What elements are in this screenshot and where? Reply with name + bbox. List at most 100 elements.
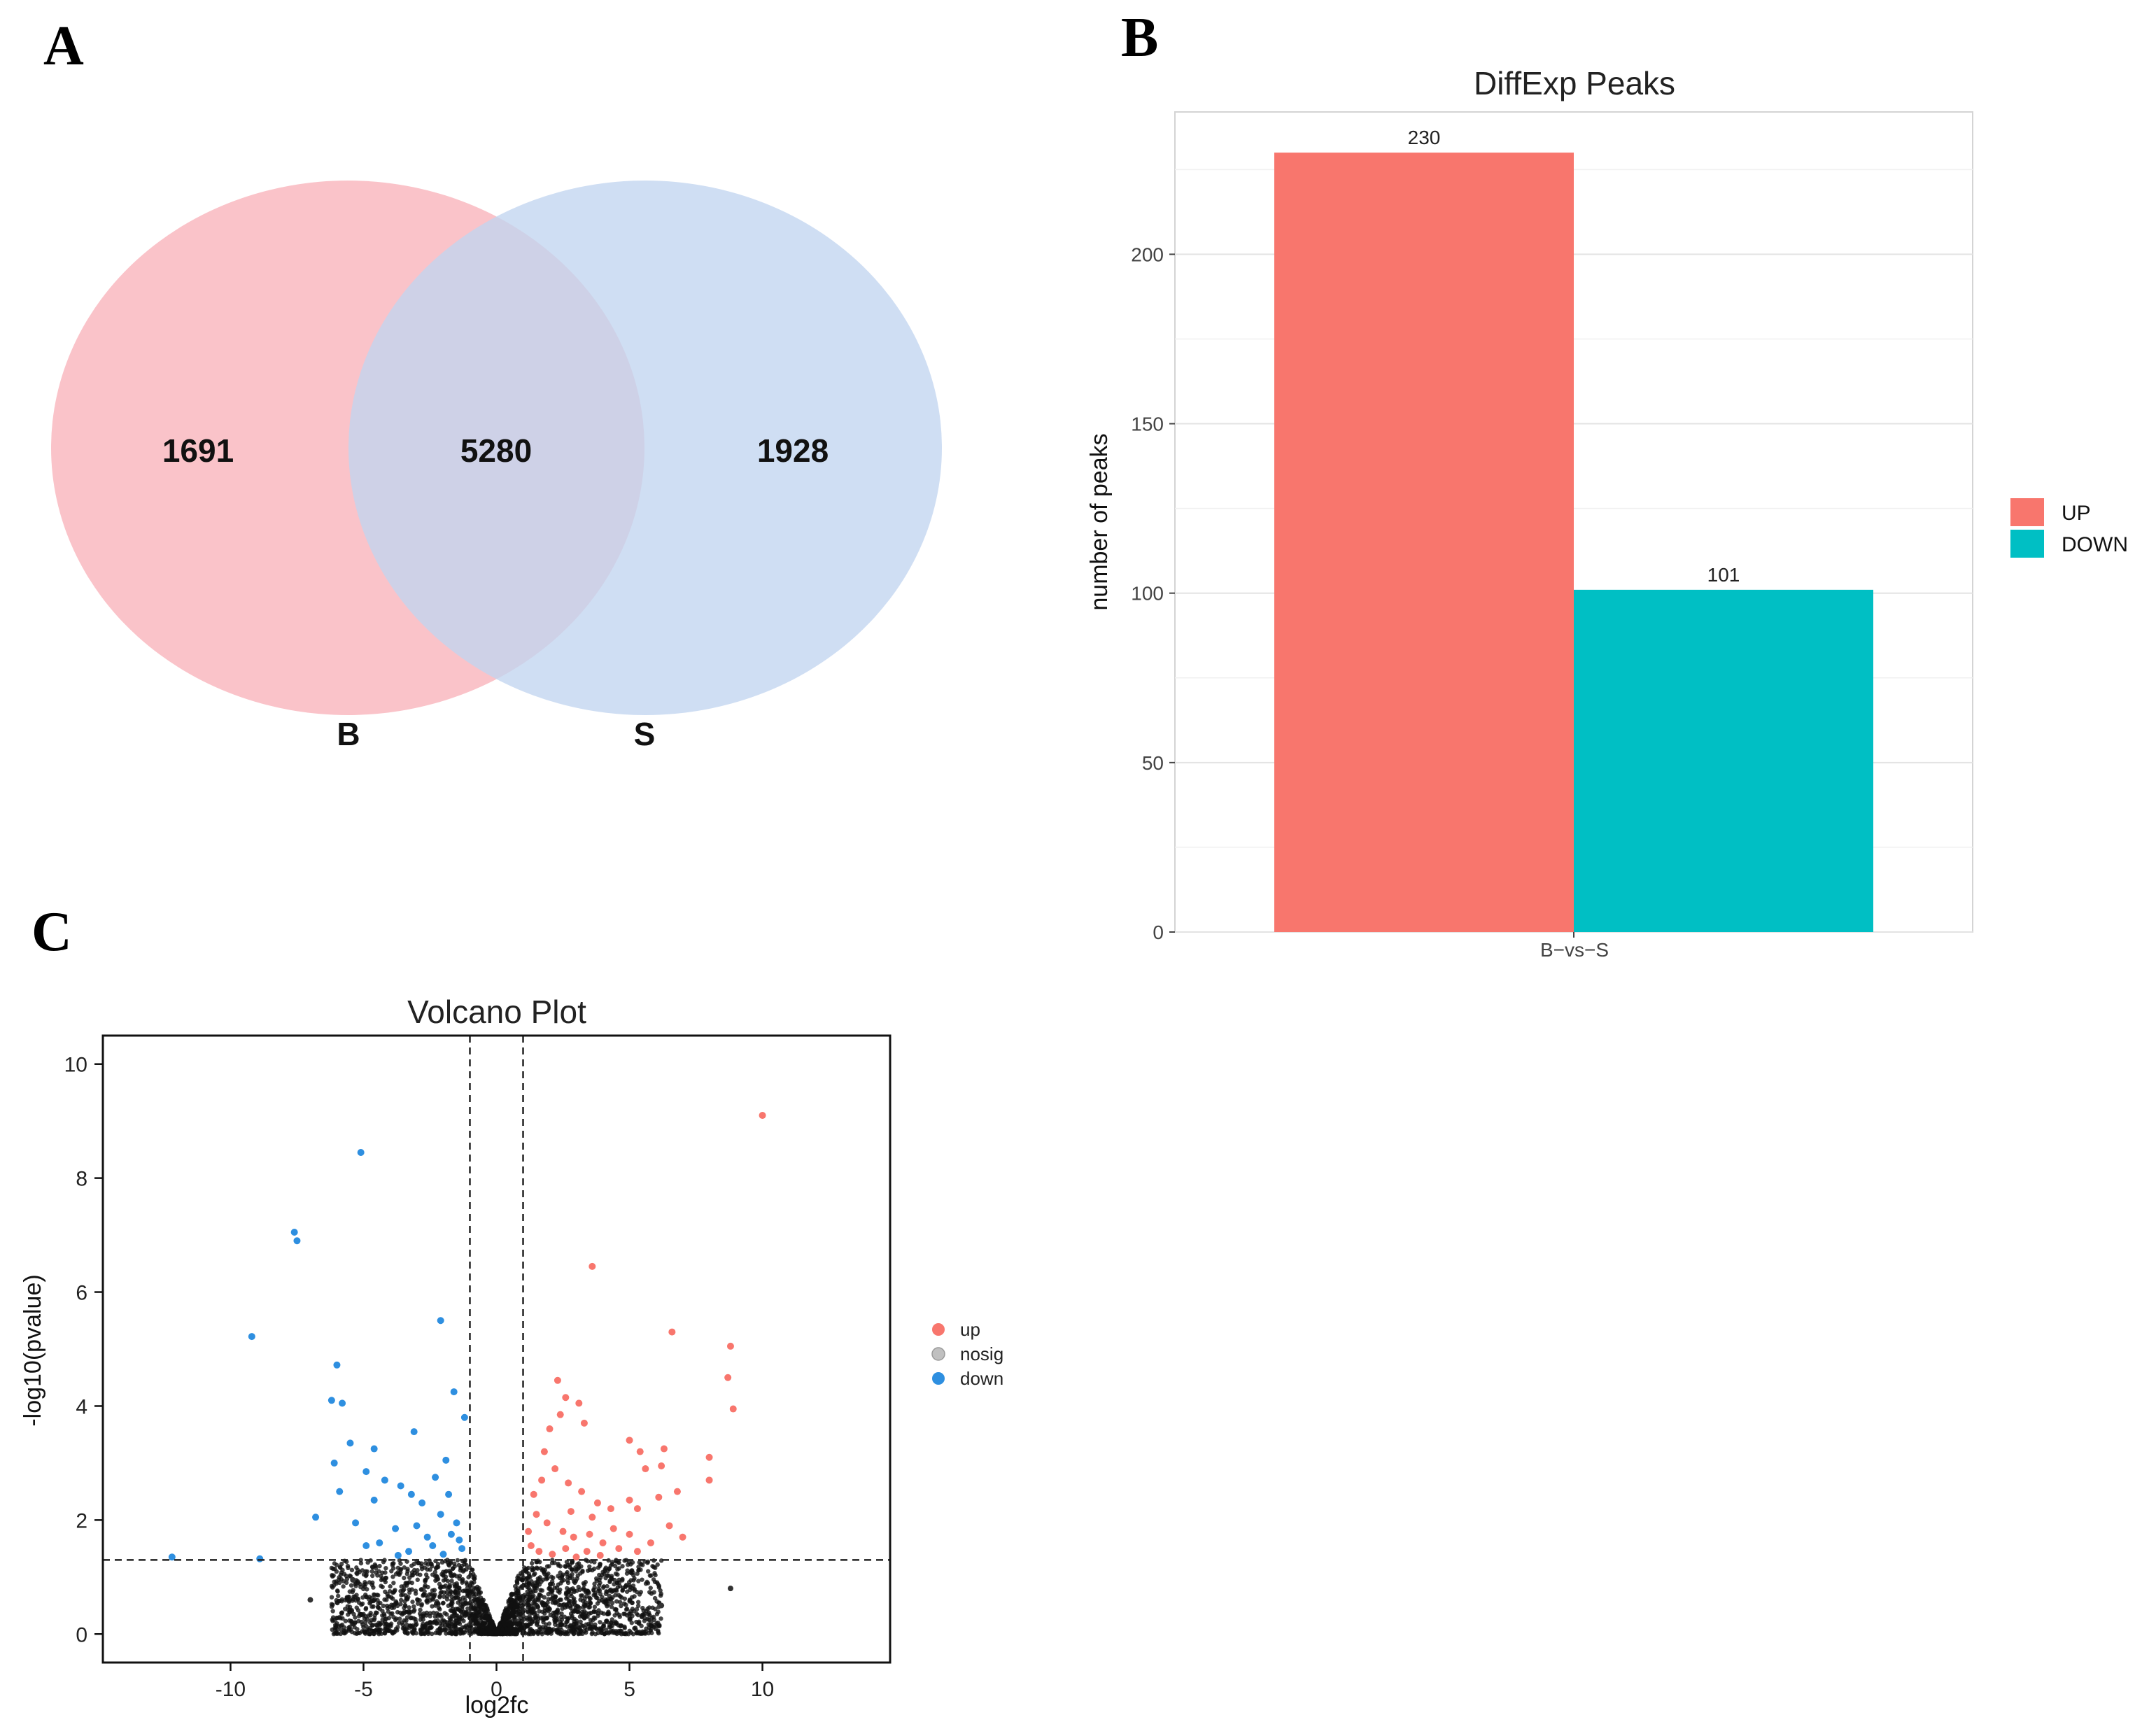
nosig-point	[419, 1561, 424, 1566]
nosig-point	[525, 1589, 530, 1594]
up-point	[543, 1519, 551, 1527]
nosig-point	[347, 1573, 353, 1579]
nosig-point	[435, 1576, 441, 1581]
nosig-point	[535, 1581, 540, 1586]
up-point	[589, 1513, 596, 1521]
down-point	[290, 1229, 298, 1236]
nosig-point	[428, 1567, 432, 1572]
nosig-point	[371, 1598, 376, 1604]
nosig-point	[351, 1611, 356, 1617]
nosig-point	[383, 1565, 388, 1571]
nosig-point	[606, 1609, 611, 1614]
nosig-point	[610, 1595, 615, 1600]
nosig-point	[564, 1630, 570, 1635]
up-point	[636, 1448, 644, 1455]
up-point	[567, 1508, 575, 1516]
nosig-point	[474, 1597, 480, 1602]
nosig-point	[463, 1600, 468, 1605]
up-point	[679, 1533, 686, 1541]
nosig-point	[592, 1604, 598, 1609]
nosig-point	[390, 1574, 395, 1579]
nosig-point	[365, 1560, 370, 1565]
nosig-point	[453, 1588, 458, 1594]
legend-label-down-points: down	[960, 1368, 1003, 1389]
nosig-point	[563, 1564, 568, 1569]
legend-dot-down	[932, 1372, 945, 1385]
nosig-point	[333, 1628, 338, 1632]
nosig-point	[307, 1597, 313, 1603]
nosig-point	[444, 1594, 450, 1599]
nosig-point	[449, 1608, 454, 1614]
bar-y-tick-label: 50	[1142, 752, 1164, 774]
nosig-point	[582, 1625, 588, 1630]
up-point	[527, 1542, 535, 1550]
nosig-point	[592, 1566, 597, 1572]
nosig-point	[639, 1623, 644, 1628]
bar-y-tick-label: 0	[1153, 922, 1164, 943]
nosig-point	[366, 1631, 372, 1637]
bar-series: 230 101	[1274, 127, 1873, 938]
nosig-point	[626, 1560, 632, 1565]
nosig-point	[637, 1592, 642, 1597]
nosig-point	[606, 1573, 611, 1578]
nosig-point	[603, 1591, 609, 1597]
volcano-x-tick-label: 5	[623, 1678, 635, 1701]
venn-circle-s	[348, 181, 942, 715]
down-point	[429, 1542, 437, 1550]
bar-up	[1274, 153, 1574, 932]
nosig-point	[655, 1620, 661, 1625]
nosig-point	[407, 1590, 412, 1595]
nosig-point	[361, 1625, 366, 1630]
down-point	[381, 1476, 388, 1484]
nosig-point	[592, 1581, 597, 1586]
nosig-point	[627, 1597, 633, 1602]
nosig-point	[391, 1581, 396, 1586]
nosig-point	[360, 1595, 365, 1600]
nosig-point	[503, 1618, 508, 1623]
nosig-point	[404, 1626, 409, 1632]
nosig-point	[632, 1594, 637, 1599]
nosig-point	[561, 1572, 565, 1577]
nosig-point	[347, 1624, 352, 1630]
nosig-point	[442, 1619, 447, 1624]
nosig-point	[610, 1600, 615, 1606]
nosig-point	[557, 1597, 563, 1602]
up-point	[626, 1437, 633, 1444]
nosig-point	[596, 1611, 600, 1616]
nosig-point	[600, 1595, 605, 1600]
panel-label-a: A	[43, 15, 84, 77]
up-point	[658, 1462, 665, 1469]
nosig-point	[550, 1588, 555, 1594]
nosig-point	[554, 1600, 558, 1605]
nosig-point	[629, 1620, 634, 1625]
nosig-point	[334, 1600, 339, 1605]
nosig-point	[419, 1567, 425, 1572]
nosig-point	[595, 1601, 600, 1606]
up-point	[535, 1548, 543, 1555]
nosig-point	[614, 1631, 619, 1637]
nosig-point	[427, 1592, 432, 1597]
down-point	[370, 1496, 378, 1504]
nosig-point	[600, 1585, 606, 1590]
down-point	[423, 1533, 431, 1541]
nosig-point	[597, 1572, 602, 1578]
nosig-point	[642, 1611, 647, 1616]
nosig-point	[433, 1601, 439, 1606]
nosig-point	[511, 1615, 516, 1620]
nosig-point	[329, 1595, 334, 1600]
nosig-point	[384, 1597, 389, 1602]
nosig-point	[526, 1600, 531, 1605]
nosig-point	[652, 1579, 658, 1584]
nosig-point	[484, 1614, 488, 1619]
nosig-point	[593, 1622, 598, 1628]
nosig-point	[511, 1607, 516, 1612]
nosig-point	[598, 1620, 603, 1625]
down-point	[168, 1553, 176, 1561]
nosig-point	[617, 1583, 623, 1589]
nosig-point	[624, 1589, 630, 1594]
up-point	[759, 1112, 766, 1120]
nosig-point	[509, 1592, 514, 1597]
bar-y-axis-label: number of peaks	[1086, 433, 1113, 610]
nosig-point	[360, 1613, 365, 1618]
up-point	[565, 1479, 572, 1487]
